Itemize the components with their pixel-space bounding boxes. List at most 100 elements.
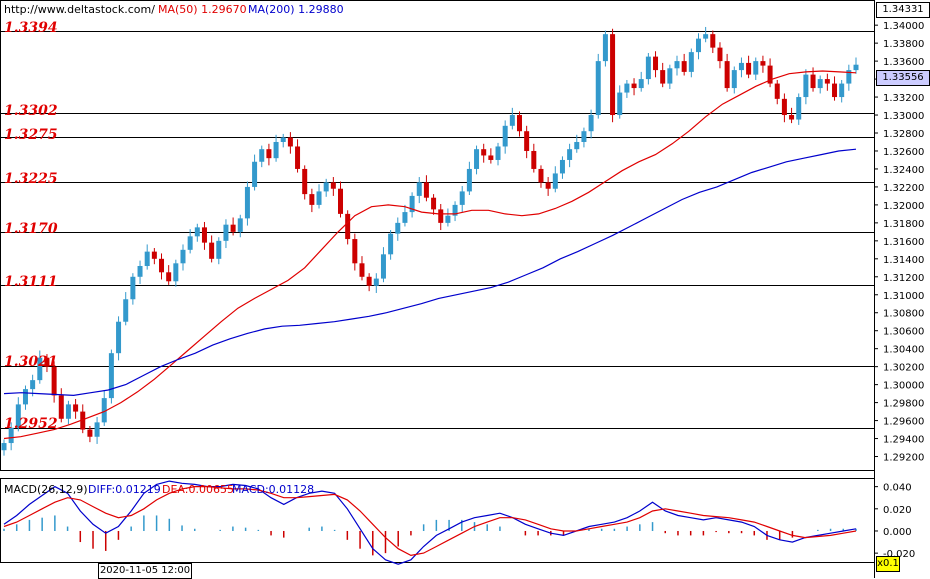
candle-body	[252, 161, 258, 187]
candle-body	[789, 115, 795, 120]
candle-body	[474, 149, 480, 169]
ma200-line	[3, 148, 857, 397]
candle-body	[817, 79, 823, 89]
y-tick-label: 1.29800	[883, 399, 924, 410]
candle-body	[588, 115, 594, 132]
candle-body	[244, 186, 250, 219]
moving-averages	[3, 70, 857, 440]
candle-body	[481, 149, 487, 156]
candle-body	[466, 168, 472, 192]
current-price-box: 1.33556	[876, 70, 930, 86]
main-panel-border	[0, 0, 875, 471]
y-tick-label: 1.31000	[883, 291, 924, 302]
level-label-4: 1.3225	[4, 171, 58, 187]
candle-body	[452, 204, 458, 216]
candle-body	[581, 131, 587, 142]
candle-body	[660, 70, 666, 84]
level-label-2: 1.3302	[4, 103, 58, 119]
candle-body	[846, 70, 852, 84]
candle-body	[280, 137, 286, 142]
y-tick-label: 1.33600	[883, 57, 924, 68]
candle-body	[638, 79, 644, 89]
y-tick-label: 1.29200	[883, 453, 924, 464]
candle-body	[509, 115, 515, 126]
candle-body	[653, 56, 659, 71]
candle-body	[760, 61, 766, 66]
candle-body	[531, 150, 537, 169]
candle-body	[567, 149, 573, 160]
candle-body	[409, 195, 415, 213]
candle-body	[87, 429, 93, 437]
candle-body	[58, 395, 64, 419]
candle-body	[731, 70, 737, 89]
site-url[interactable]: http://www.deltastock.com/	[4, 3, 155, 16]
y-tick-label: 1.29400	[883, 435, 924, 446]
candle-body	[22, 389, 28, 405]
candle-body	[380, 254, 386, 279]
candle-body	[366, 276, 372, 286]
y-tick-label: 1.32400	[883, 165, 924, 176]
ma50-line	[3, 70, 857, 440]
candle-body	[624, 83, 630, 93]
macd-dea: DEA:0.00655	[162, 483, 234, 496]
candle-body	[108, 353, 114, 399]
candle-body	[595, 61, 601, 116]
candle-body	[230, 224, 236, 232]
candle-body	[116, 321, 122, 354]
y-tick-label: 1.29600	[883, 417, 924, 428]
candle-body	[724, 61, 730, 89]
candle-body	[8, 427, 14, 444]
macd-dea-line	[3, 486, 857, 557]
y-tick-label: 1.30800	[883, 309, 924, 320]
candle-body	[259, 149, 265, 162]
candle-body	[180, 249, 186, 264]
candle-body	[123, 299, 129, 322]
price-axis: 1.340001.338001.336001.334001.332001.330…	[874, 21, 924, 464]
candle-body	[574, 141, 580, 150]
candle-body	[688, 52, 694, 72]
candle-body	[416, 182, 422, 196]
macd-value: MACD:0.01128	[232, 483, 315, 496]
candle-body	[738, 62, 744, 71]
candle-body	[1, 443, 7, 451]
candle-body	[402, 212, 408, 223]
y-tick-label: 1.32600	[883, 147, 924, 158]
candle-body	[166, 272, 172, 282]
chart-frame	[0, 0, 875, 578]
candle-body	[37, 357, 43, 381]
candle-body	[796, 97, 802, 120]
candle-body	[853, 64, 859, 71]
candle-body	[187, 236, 193, 250]
y-tick-label: 1.30200	[883, 363, 924, 374]
candle-body	[423, 182, 429, 198]
candle-body	[345, 213, 351, 240]
ma200-label: MA(200) 1.29880	[248, 3, 344, 16]
candle-body	[144, 251, 150, 267]
zoom-badge[interactable]: x0.1	[876, 556, 900, 572]
candle-body	[824, 79, 830, 84]
candle-body	[674, 61, 680, 69]
candle-body	[516, 115, 522, 132]
candle-body	[223, 224, 229, 241]
candle-body	[159, 258, 165, 273]
candle-body	[388, 233, 394, 255]
candle-body	[194, 227, 200, 237]
y-tick-label: 1.30400	[883, 345, 924, 356]
candle-body	[610, 34, 616, 116]
candle-body	[101, 398, 107, 423]
y-tick-label: 1.30000	[883, 381, 924, 392]
y-tick-label: 1.34000	[883, 21, 924, 32]
candle-body	[287, 137, 293, 147]
y-tick-label: 1.31800	[883, 219, 924, 230]
candle-body	[352, 239, 358, 264]
candle-body	[30, 380, 36, 390]
candle-body	[94, 422, 100, 437]
candle-body	[717, 47, 723, 62]
candle-body	[295, 146, 301, 169]
candle-body	[309, 194, 315, 205]
candle-body	[803, 74, 809, 98]
candle-body	[645, 56, 651, 80]
macd-diff: DIFF:0.01219	[88, 483, 161, 496]
candle-body	[545, 182, 551, 189]
candle-body	[710, 34, 716, 48]
